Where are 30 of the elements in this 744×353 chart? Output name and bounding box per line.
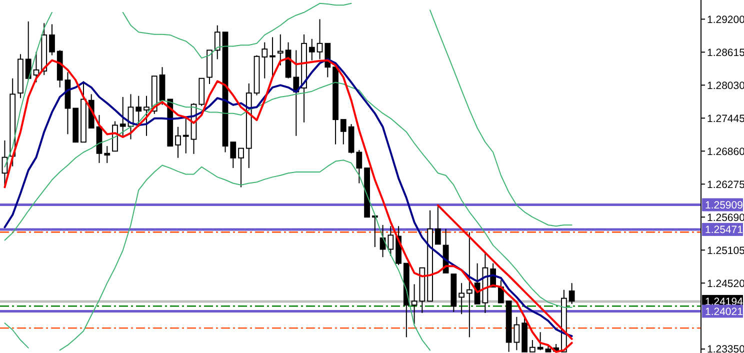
candlestick xyxy=(104,146,110,164)
candlestick xyxy=(316,18,323,60)
candlestick xyxy=(49,24,55,56)
candlestick xyxy=(238,148,244,188)
candlestick xyxy=(25,20,32,81)
ref-line-label: 1.24021 xyxy=(705,306,744,318)
candlestick xyxy=(356,149,362,184)
ref-line-label: 1.25909 xyxy=(705,199,744,212)
candlestick xyxy=(498,280,504,304)
line-series xyxy=(4,82,572,308)
candlestick xyxy=(411,284,418,325)
candlestick xyxy=(182,118,189,154)
ref-line-label: 1.25471 xyxy=(705,224,744,236)
candlestick xyxy=(537,332,544,351)
candlestick xyxy=(388,226,394,257)
candlestick xyxy=(136,95,142,128)
candlestick xyxy=(568,282,575,304)
candlestick xyxy=(340,119,346,145)
candlestick xyxy=(230,142,236,169)
candlestick xyxy=(214,24,220,60)
candlestick xyxy=(434,204,441,245)
candlestick xyxy=(458,282,464,315)
candlestick xyxy=(262,42,268,79)
candlestick xyxy=(175,126,181,158)
candlestick xyxy=(308,38,315,61)
candlestick xyxy=(466,232,472,338)
ref-line-label: 1.24194 xyxy=(705,296,744,308)
candlestick xyxy=(120,96,126,136)
candlestick xyxy=(144,95,150,136)
candlestick xyxy=(277,34,284,66)
